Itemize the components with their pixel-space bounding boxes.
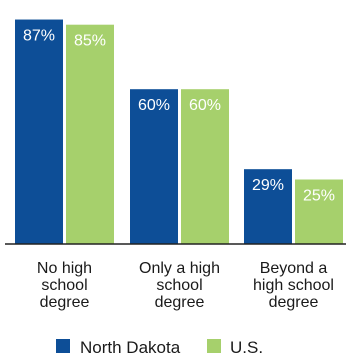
data-label-north-dakota-2: 29% [252,177,284,194]
bar-north-dakota-1 [130,89,178,244]
category-label-2-line-2: degree [269,294,319,311]
bar-north-dakota-2 [244,169,292,244]
bar-north-dakota-0 [15,19,63,245]
legend-label-north-dakota: North Dakota [80,338,181,357]
category-label-1-line-1: school [156,277,202,294]
legend-swatch-north-dakota [56,339,70,353]
bar-us-0 [66,24,114,245]
bars-layer: 87% 60% 29% 85% 60% 25% [15,19,343,245]
data-label-us-0: 85% [74,33,106,50]
data-label-us-1: 60% [189,97,221,114]
category-label-1-line-2: degree [155,294,205,311]
bar-us-2 [295,179,343,244]
legend-swatch-us [207,339,221,353]
bar-us-1 [181,89,229,244]
data-label-north-dakota-1: 60% [138,97,170,114]
category-label-0-line-1: school [41,277,87,294]
category-label-0-line-2: degree [40,294,90,311]
data-label-us-2: 25% [303,188,335,205]
category-label-2-line-1: high school [253,277,334,294]
legend: North Dakota U.S. [56,338,263,357]
category-label-0-line-0: No high [37,260,92,277]
category-label-2-line-0: Beyond a [260,260,328,277]
category-label-1-line-0: Only a high [139,260,220,277]
data-label-north-dakota-0: 87% [23,28,55,45]
legend-label-us: U.S. [230,338,263,357]
